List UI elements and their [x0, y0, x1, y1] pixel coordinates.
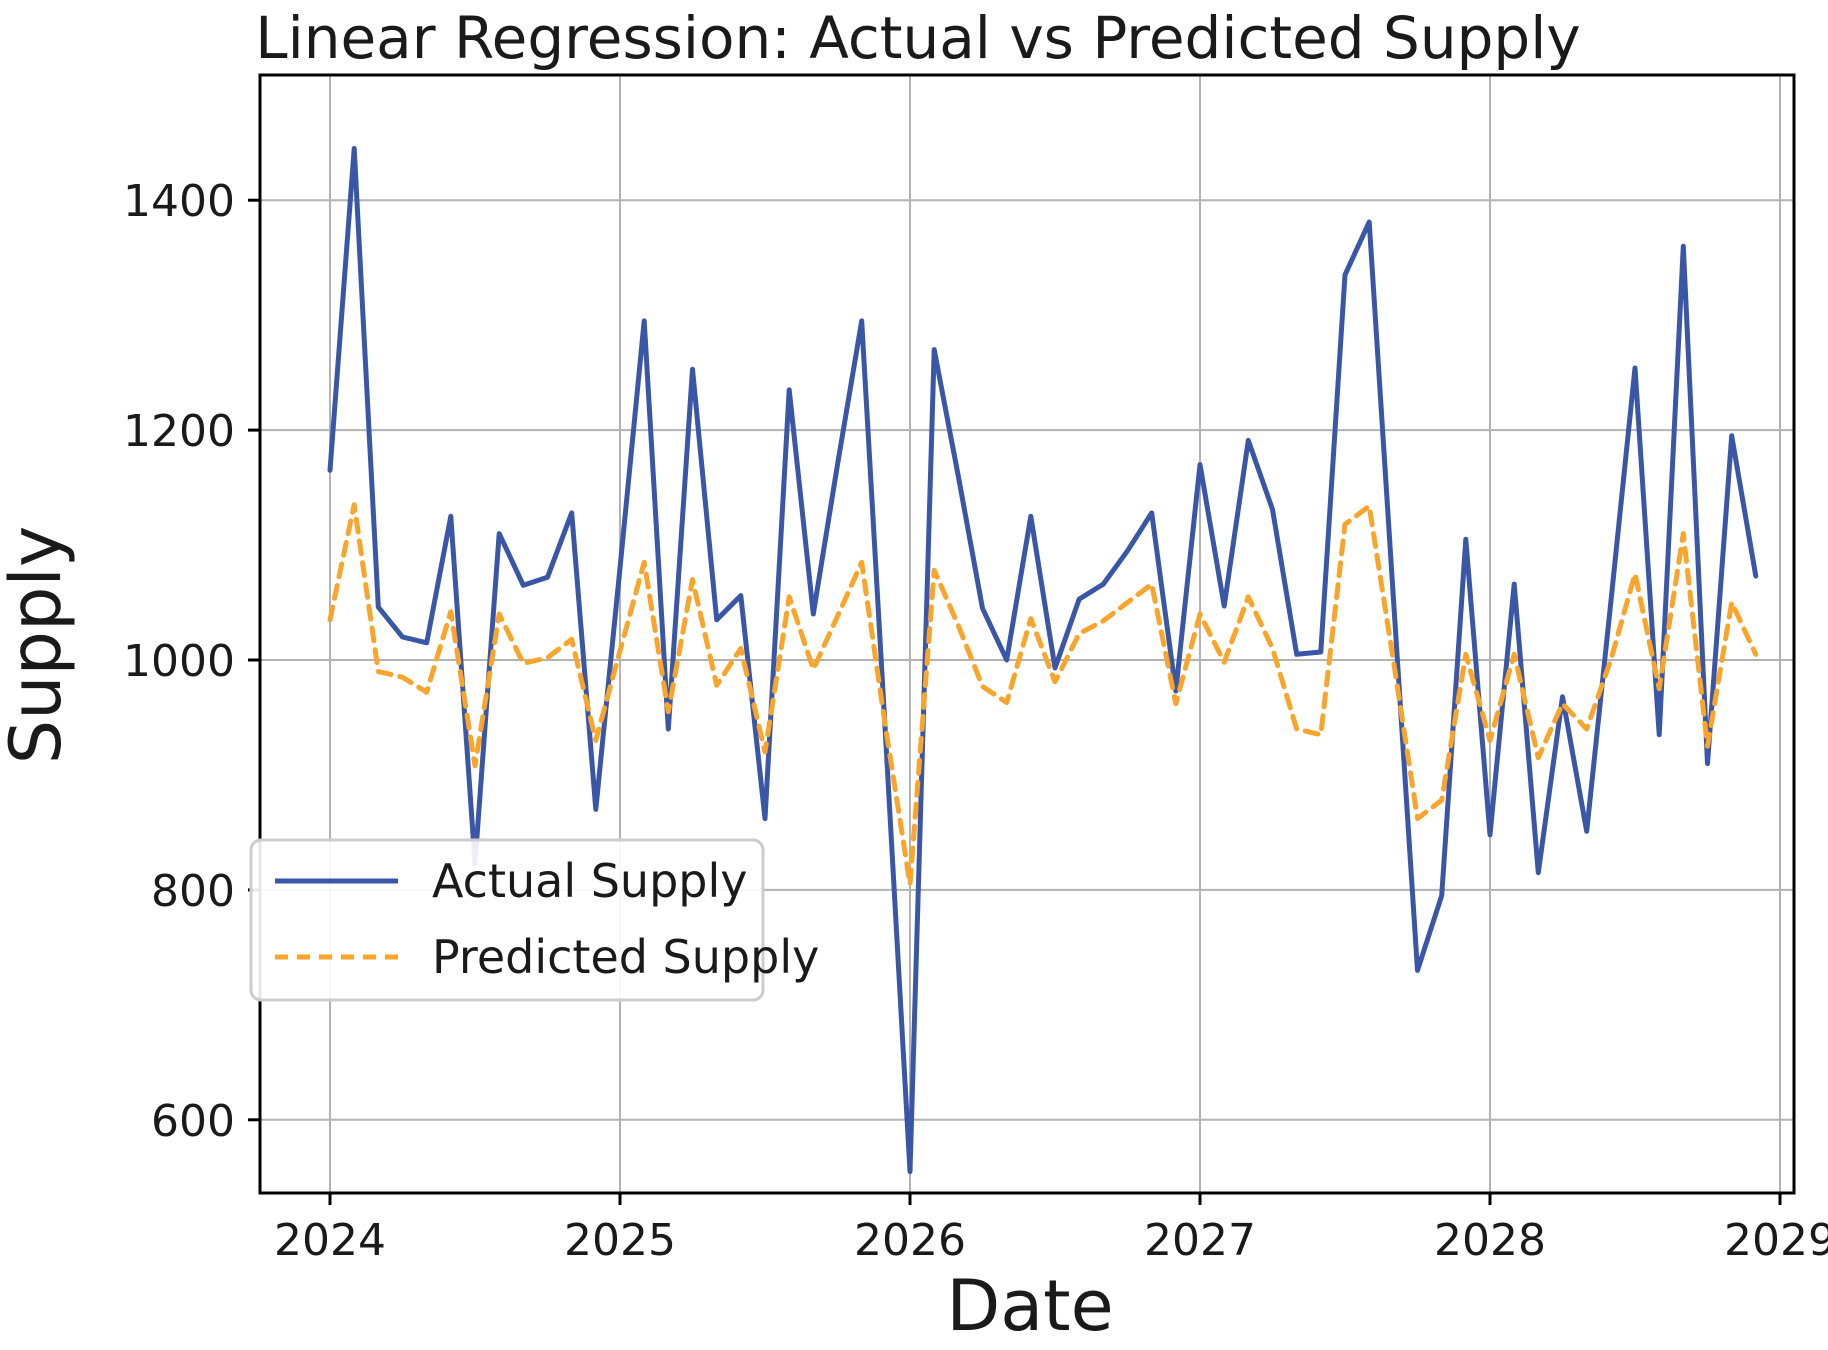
x-tick-label: 2024: [274, 1215, 386, 1266]
data-series-lines: [327, 146, 1759, 1174]
y-tick-label: 1000: [123, 636, 235, 687]
plot-border: [258, 73, 1796, 1195]
y-tick-label: 800: [151, 866, 235, 917]
legend-actual-label: Actual Supply: [432, 854, 748, 908]
x-tick-label: 2028: [1434, 1215, 1546, 1266]
chart-title: Linear Regression: Actual vs Predicted S…: [255, 4, 1580, 72]
x-tick-label: 2029: [1724, 1215, 1828, 1266]
series-line-actual: [327, 146, 1759, 1174]
x-tick-label: 2026: [854, 1215, 966, 1266]
y-tick-label: 1200: [123, 406, 235, 457]
x-axis-label: Date: [946, 1265, 1113, 1347]
axis-tick-labels: 600 800 1000 1200 1400 2024 2025 2026 2027 2028 20…: [123, 176, 1828, 1266]
y-tick-label: 600: [151, 1096, 235, 1147]
axis-ticks: [248, 198, 1782, 1205]
x-tick-label: 2025: [564, 1215, 676, 1266]
x-tick-label: 2027: [1144, 1215, 1256, 1266]
y-tick-label: 1400: [123, 176, 235, 227]
series-line-predicted: [327, 502, 1759, 887]
legend: Actual Supply Predicted Supply: [249, 838, 819, 1002]
legend-predicted-label: Predicted Supply: [432, 930, 819, 984]
y-axis-label: Supply: [0, 526, 77, 765]
